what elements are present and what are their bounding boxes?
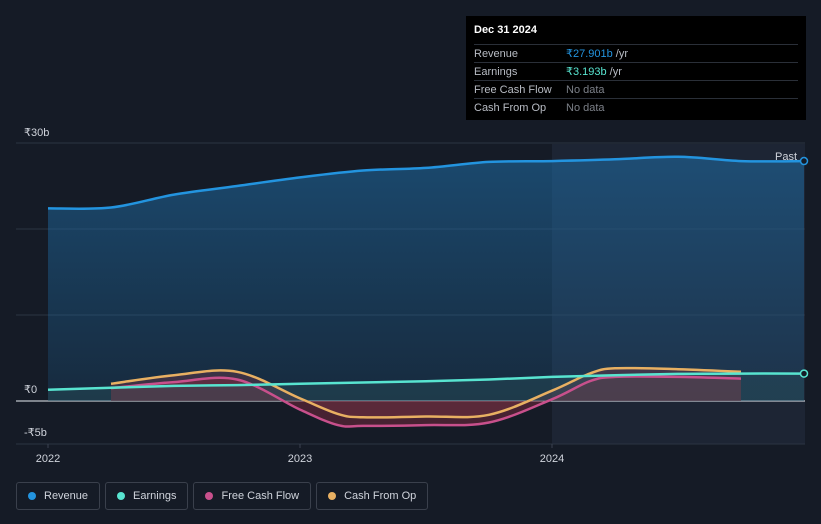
legend-label: Earnings	[133, 490, 177, 502]
legend-label: Revenue	[44, 490, 89, 502]
legend: Revenue Earnings Free Cash Flow Cash Fro…	[16, 482, 429, 510]
tooltip-unit: /yr	[615, 48, 628, 60]
legend-label: Free Cash Flow	[221, 490, 300, 502]
y-tick-label: ₹30b	[24, 127, 49, 139]
earnings-line	[47, 372, 805, 392]
tooltip-unit: /yr	[609, 66, 622, 78]
y-tick-label: ₹0	[24, 384, 37, 396]
dot-icon	[205, 492, 214, 500]
x-tick-label: 2022	[36, 453, 60, 465]
legend-item-free-cash-flow[interactable]: Free Cash Flow	[193, 482, 312, 510]
tooltip-value: No data	[566, 101, 605, 114]
tooltip-label: Free Cash Flow	[474, 83, 552, 96]
cash-from-op-line	[110, 366, 742, 419]
revenue-end-marker	[799, 156, 809, 166]
legend-label: Cash From Op	[344, 490, 417, 502]
revenue-line	[47, 155, 805, 210]
tooltip-row-revenue: Revenue ₹27.901b/yr	[474, 44, 798, 62]
free-cash-flow-line	[110, 375, 742, 428]
x-tick-label: 2024	[540, 453, 564, 465]
tooltip-row-free-cash-flow: Free Cash Flow No data	[474, 80, 798, 98]
dot-icon	[28, 492, 36, 500]
tooltip-value: ₹3.193b	[566, 66, 607, 78]
tooltip-value: No data	[566, 83, 605, 96]
x-tick-label: 2023	[288, 453, 312, 465]
y-tick-label: -₹5b	[24, 427, 47, 439]
legend-item-cash-from-op[interactable]: Cash From Op	[316, 482, 429, 510]
earnings-end-marker	[799, 369, 809, 378]
tooltip-row-cash-from-op: Cash From Op No data	[474, 98, 798, 116]
tooltip-row-earnings: Earnings ₹3.193b/yr	[474, 62, 798, 80]
dot-icon	[328, 492, 337, 500]
tooltip-date: Dec 31 2024	[474, 24, 537, 36]
tooltip-label: Cash From Op	[474, 101, 547, 114]
chart: ₹30b ₹0 -₹5b 2022 2023 2024 Past	[16, 127, 809, 465]
tooltip-label: Revenue	[474, 47, 519, 60]
legend-item-earnings[interactable]: Earnings	[105, 482, 189, 510]
revenue-area	[48, 156, 804, 401]
earnings-area	[48, 373, 804, 401]
past-label: Past	[775, 151, 797, 163]
tooltip-value: ₹27.901b	[566, 48, 613, 60]
cash-from-op-area	[111, 368, 741, 418]
tooltip-panel: Dec 31 2024 Revenue ₹27.901b/yr Earnings…	[466, 16, 806, 120]
legend-item-revenue[interactable]: Revenue	[16, 482, 101, 510]
free-cash-flow-area	[111, 376, 741, 427]
dot-icon	[117, 492, 126, 500]
tooltip-label: Earnings	[474, 65, 518, 78]
